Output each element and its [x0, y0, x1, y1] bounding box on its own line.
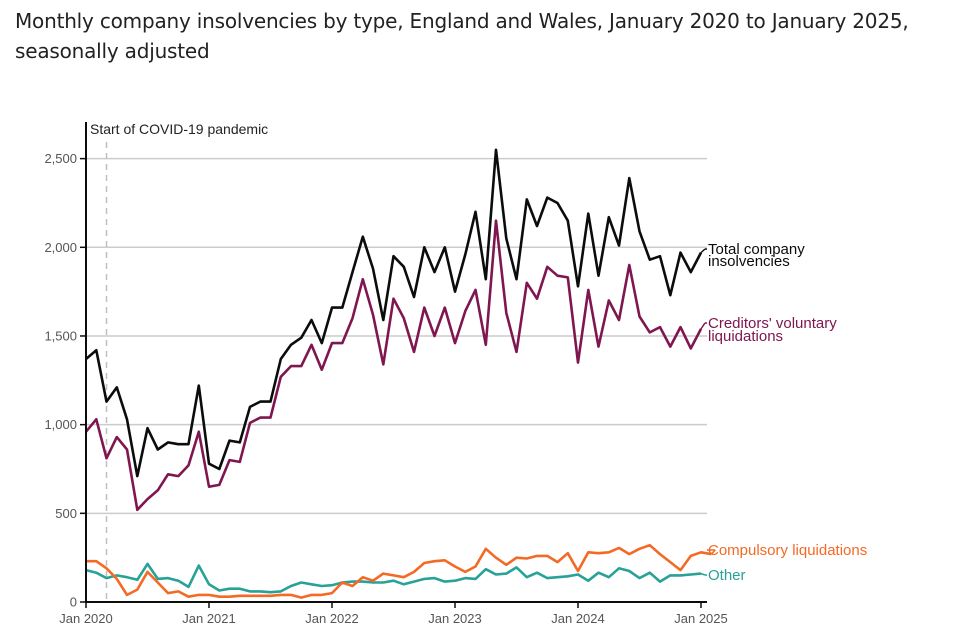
y-tick-label: 0	[70, 595, 77, 610]
x-tick-label: Jan 2021	[182, 611, 236, 626]
annotation-group: Start of COVID-19 pandemic	[90, 121, 268, 602]
chart-title: Monthly company insolvencies by type, En…	[15, 9, 909, 63]
label-connector	[700, 572, 706, 576]
series-line-total-company-insolvencies	[85, 148, 703, 478]
x-tick-label: Jan 2023	[428, 611, 482, 626]
x-tick-label: Jan 2022	[305, 611, 359, 626]
x-tick-label: Jan 2020	[59, 611, 113, 626]
y-tick-label: 1,000	[44, 417, 77, 432]
covid-annotation-label: Start of COVID-19 pandemic	[90, 121, 268, 137]
series-line-compulsory-liquidations	[86, 543, 712, 599]
label-connector	[700, 322, 706, 330]
y-tick-label: 2,000	[44, 240, 77, 255]
label-connector	[700, 248, 706, 254]
y-tick-label: 2,500	[44, 151, 77, 166]
y-tick-label: 1,500	[44, 328, 77, 343]
x-tick-label: Jan 2024	[551, 611, 605, 626]
x-tick-label: Jan 2025	[674, 611, 728, 626]
series-label: Creditors' voluntary	[708, 315, 837, 332]
series-label: Compulsory liquidations	[708, 542, 867, 559]
y-tick-label: 500	[55, 506, 77, 521]
gridlines	[86, 157, 707, 515]
series-label: insolvencies	[708, 253, 790, 270]
series-label: liquidations	[708, 328, 783, 345]
series-line-creditors-voluntary-liquidations	[84, 219, 703, 512]
x-axis-ticks: Jan 2020 Jan 2021 Jan 2022 Jan 2023 Jan 2024…	[59, 602, 728, 626]
series-line-other	[85, 562, 702, 594]
series-label: Other	[708, 567, 746, 584]
series-label: Total company	[708, 241, 805, 258]
y-axis-ticks: 0 500 1,000 1,500 2,000 2,500	[44, 151, 86, 610]
series-lines	[84, 148, 712, 599]
